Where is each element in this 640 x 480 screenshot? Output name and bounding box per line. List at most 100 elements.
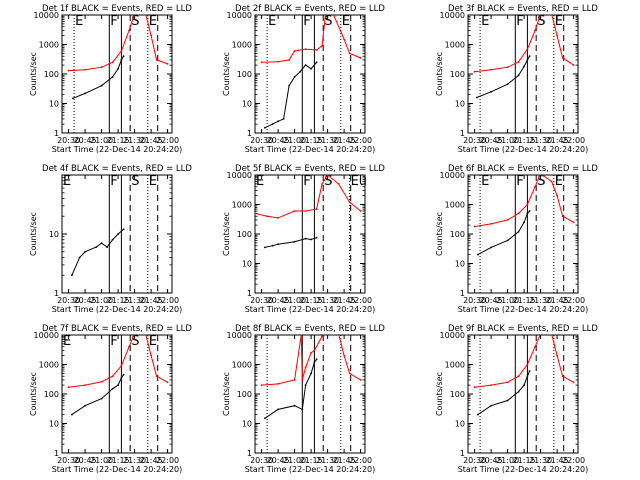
data-point [293,76,296,78]
x-tick-label: 21:30 [316,296,339,305]
y-axis-label: Counts/sec [29,372,38,416]
x-tick-label: 21:15 [300,456,323,465]
x-tick-label: 21:45 [333,296,356,305]
data-point [78,256,81,259]
data-point [315,208,318,211]
x-tick-label: 22:00 [349,296,372,305]
x-tick-label: 20:30 [250,296,273,305]
data-point [282,118,285,120]
data-point [490,90,492,93]
marker-label: S [537,174,545,189]
y-tick-label: 10000 [34,331,59,340]
data-point [556,194,558,197]
chart-panel-3f: Det 3f BLACK = Events, RED = LLD 20:3020:… [435,4,598,154]
chart-title: Det 2f BLACK = Events, RED = LLD [235,4,385,14]
x-tick-label: 21:45 [546,296,569,305]
x-tick-label: 21:15 [513,136,536,145]
data-point [359,57,362,59]
data-point [490,68,492,71]
data-point [324,15,327,16]
x-tick-label: 21:30 [529,456,552,465]
data-point [517,375,520,378]
data-point [277,383,279,385]
data-point [120,59,123,61]
y-tick-label: 100 [44,390,59,399]
data-point [517,390,520,393]
x-tick-label: 22:00 [562,296,585,305]
data-point [277,408,279,411]
data-point [490,404,492,407]
y-tick-label: 10000 [227,11,252,20]
chart-panel-8f: Det 8f BLACK = Events, RED = LLD 20:3020:… [222,324,385,474]
x-tick-label: 21:00 [283,296,306,305]
x-tick-label: 21:00 [496,136,519,145]
data-point [534,345,536,348]
marker-label: F [516,174,523,189]
marker-label: E [149,174,157,189]
y-tick-label: 1 [247,449,252,458]
data-point [277,120,279,123]
data-point [572,221,575,224]
data-point [313,361,316,364]
x-axis-label: Start Time (22-Dec-14 20:24:20) [458,145,589,154]
marker-label: E [149,14,157,29]
data-point [561,215,564,218]
marker-label: E [481,174,489,189]
x-tick-label: 21:15 [107,136,130,145]
chart-title: Det 6f BLACK = Events, RED = LLD [448,164,598,174]
y-axis-label: Counts/sec [435,212,444,256]
data-point [100,84,103,87]
y-tick-label: 100 [44,70,59,79]
marker-label: E [481,14,489,29]
data-point [266,215,268,218]
data-point [315,49,318,51]
x-tick-label: 21:00 [496,296,519,305]
data-point [288,59,290,61]
data-point [111,238,114,241]
data-point [260,61,263,64]
y-tick-label: 10 [49,230,59,239]
data-point [506,83,509,86]
y-tick-label: 100 [237,70,252,79]
x-tick-label: 21:00 [90,456,113,465]
marker-label: S [131,14,139,29]
data-point [321,335,323,338]
data-point [337,183,340,185]
data-point [128,29,131,32]
y-tick-label: 1000 [39,41,59,50]
x-tick-label: 21:30 [123,296,146,305]
x-tick-label: 21:30 [316,136,339,145]
data-point [534,185,536,188]
data-point [84,92,86,95]
x-axis-label: Start Time (22-Dec-14 20:24:20) [52,305,183,314]
y-axis-label: Counts/sec [29,52,38,96]
data-point [348,372,351,375]
y-axis-label: Counts/sec [435,52,444,96]
data-point [100,397,103,400]
data-point [321,44,323,47]
data-point [304,237,307,240]
x-tick-label: 21:00 [90,136,113,145]
y-tick-label: 100 [450,390,465,399]
data-point [100,242,103,245]
data-point [506,399,509,402]
y-tick-label: 1000 [445,41,465,50]
x-axis-label: Start Time (22-Dec-14 20:24:20) [52,145,183,154]
x-tick-label: 21:45 [546,136,569,145]
data-point [359,210,362,212]
data-point [166,381,169,384]
data-point [100,66,103,69]
x-axis-label: Start Time (22-Dec-14 20:24:20) [52,465,183,474]
x-tick-label: 20:30 [250,136,273,145]
x-tick-label: 21:30 [123,456,146,465]
x-tick-label: 21:00 [283,136,306,145]
data-point [315,236,318,239]
x-tick-label: 21:15 [513,456,536,465]
data-point [359,379,362,381]
data-point [84,250,86,253]
data-point [310,351,312,354]
x-tick-label: 20:30 [57,136,80,145]
chart-panel-5f: Det 5f BLACK = Events, RED = LLD 20:3020:… [222,164,385,314]
data-point [120,50,123,52]
y-tick-label: 10000 [440,171,465,180]
